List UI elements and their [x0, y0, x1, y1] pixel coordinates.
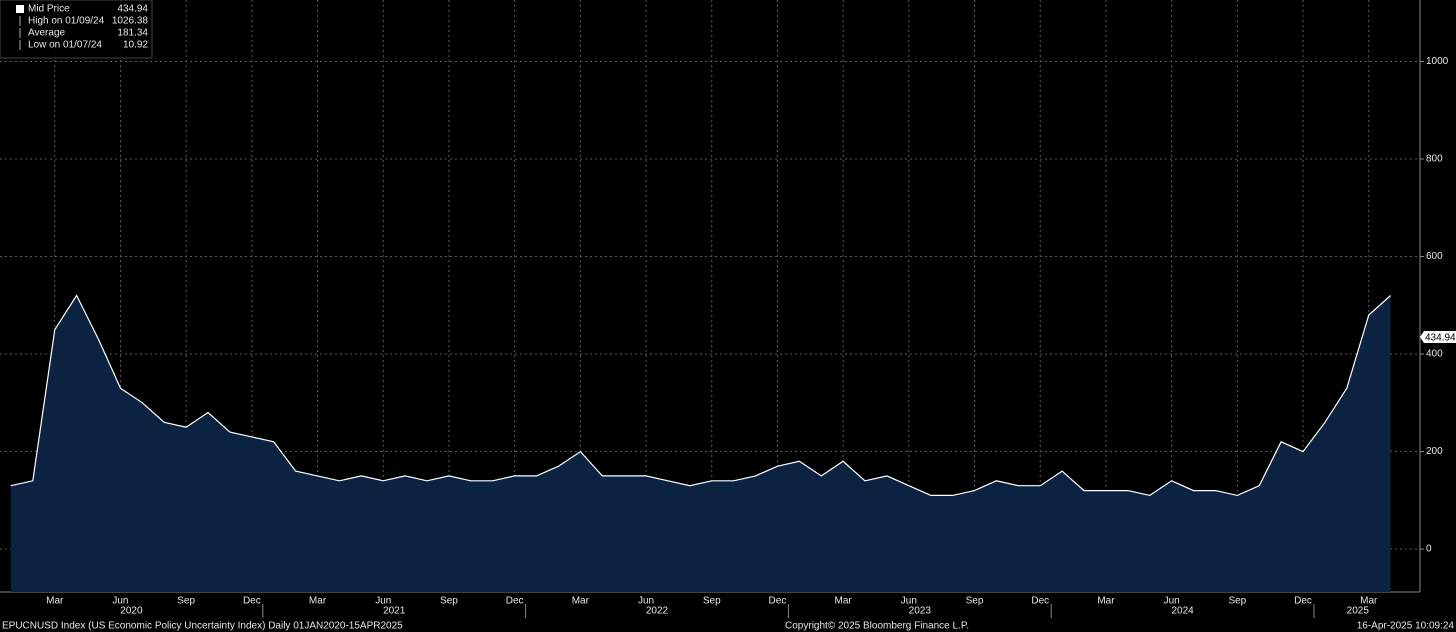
area	[10, 295, 1391, 592]
x-tick-label: Jun	[1164, 596, 1180, 607]
legend-value: 434.94	[117, 4, 148, 15]
x-tick-label: Sep	[177, 596, 195, 607]
x-tick-label: Mar	[835, 596, 853, 607]
x-tick-label: Mar	[46, 596, 64, 607]
year-label: 2020	[120, 606, 143, 617]
legend-label: Mid Price	[28, 4, 70, 15]
x-tick-label: Sep	[966, 596, 984, 607]
x-tick-label: Sep	[1228, 596, 1246, 607]
footer-right: 16-Apr-2025 10:09:24	[1357, 621, 1455, 632]
x-tick-label: Sep	[440, 596, 458, 607]
legend-value: 1026.38	[112, 16, 149, 27]
last-value-tag	[1420, 330, 1456, 343]
year-label: 2025	[1347, 606, 1370, 617]
y-tick-label: 400	[1426, 349, 1443, 360]
footer-center: Copyright© 2025 Bloomberg Finance L.P.	[785, 621, 969, 632]
plot-area: 0 200 400 600 800 1000 Mar Jun Sep Dec Mar Jun Sep De…	[0, 0, 1449, 618]
legend-value: 10.92	[123, 40, 148, 51]
legend-box	[0, 0, 153, 59]
x-tick-label: Mar	[309, 596, 327, 607]
year-label: 2023	[909, 606, 932, 617]
y-tick-label: 0	[1426, 544, 1432, 555]
line	[10, 294, 1392, 497]
y-tick-label: 800	[1426, 154, 1443, 165]
x-tick-label: Dec	[1031, 596, 1049, 607]
legend-label: High on 01/09/24	[28, 16, 105, 27]
x-tick-label: Mar	[1360, 596, 1378, 607]
x-tick-label: Jun	[375, 596, 391, 607]
x-tick-label: Jun	[638, 596, 654, 607]
footer-left: EPUCNUSD Index (US Economic Policy Uncer…	[2, 621, 403, 632]
last-value-label: 434.94	[1425, 333, 1456, 344]
y-tick-label: 600	[1426, 251, 1443, 262]
x-tick-label: Mar	[572, 596, 590, 607]
y-tick-label: 1000	[1426, 56, 1449, 67]
year-label: 2022	[646, 606, 669, 617]
x-tick-label: Jun	[901, 596, 917, 607]
legend: Mid Price 434.94 High on 01/09/24 1026.38 Av…	[16, 4, 148, 51]
legend-value: 181.34	[117, 28, 148, 39]
x-tick-label: Dec	[243, 596, 261, 607]
x-tick-label: Dec	[1294, 596, 1312, 607]
x-tick-label: Jun	[112, 596, 128, 607]
x-tick-label: Mar	[1097, 596, 1115, 607]
x-tick-label: Dec	[506, 596, 524, 607]
x-tick-label: Sep	[703, 596, 721, 607]
y-tick-label: 200	[1426, 446, 1443, 457]
legend-label: Average	[28, 28, 66, 39]
legend-swatch	[16, 5, 24, 13]
year-label: 2021	[383, 606, 406, 617]
year-label: 2024	[1171, 606, 1194, 617]
x-tick-label: Dec	[769, 596, 787, 607]
legend-label: Low on 01/07/24	[28, 40, 102, 51]
